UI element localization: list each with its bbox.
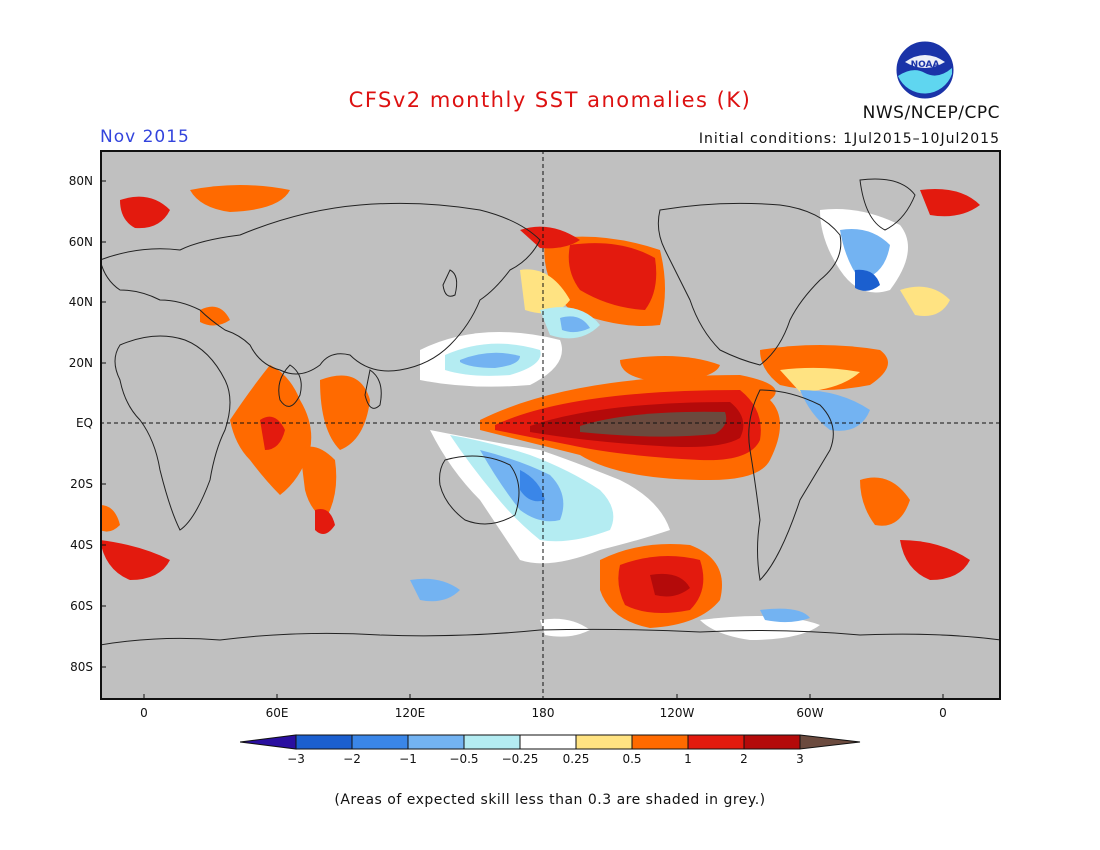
lat-label-20s: 20S [70,477,93,491]
skill-note: (Areas of expected skill less than 0.3 a… [334,792,766,808]
colorbar-label: 2 [740,752,748,766]
lat-label-60n: 60N [68,235,93,249]
lat-label-eq: EQ [75,416,93,430]
lon-label-180: 180 [531,706,555,720]
sst-anomaly-map [100,150,1001,700]
pacific-warm-anomaly [480,356,780,480]
colorbar-segment [687,734,745,750]
lon-label-120w: 120W [659,706,695,720]
lat-label-60s: 60S [70,599,93,613]
lat-label-80n: 80N [68,174,93,188]
map-title: CFSv2 monthly SST anomalies (K) [348,88,752,112]
colorbar-segment [295,734,353,750]
indian-ocean-warm-anomaly [230,365,370,534]
colorbar-label: −1 [399,752,417,766]
colorbar [240,734,861,750]
south-pacific-cool-anomaly [410,430,670,602]
south-atlantic-warm-anomaly [100,477,970,580]
colorbar-segment [631,734,689,750]
lat-label-40n: 40N [68,295,93,309]
colorbar-segment [743,734,801,750]
continent-outlines [100,178,1001,646]
organization-label: NWS/NCEP/CPC [862,103,1000,123]
lon-label-60w: 60W [796,706,824,720]
colorbar-segment [575,734,633,750]
colorbar-segment [351,734,409,750]
forecast-month: Nov 2015 [100,127,190,147]
colorbar-label: 0.25 [562,752,590,766]
north-pacific-warm-anomaly [520,236,665,326]
svg-text:NOAA: NOAA [911,60,940,70]
colorbar-label: −2 [343,752,361,766]
colorbar-label: 3 [796,752,804,766]
colorbar-segment [407,734,465,750]
lon-label-0: 0 [140,706,148,720]
colorbar-segment [519,734,577,750]
lat-label-40s: 40S [70,538,93,552]
lon-label-60e: 60E [265,706,289,720]
map-frame [100,150,1001,700]
colorbar-segment [463,734,521,750]
southern-ocean-neutral [540,608,820,640]
lat-label-20n: 20N [68,356,93,370]
colorbar-arrow-low [240,734,297,750]
colorbar-label: 0.5 [622,752,642,766]
colorbar-label: 1 [684,752,692,766]
colorbar-label: −0.25 [501,752,539,766]
colorbar-label: −0.5 [449,752,479,766]
colorbar-label: −3 [287,752,305,766]
lat-label-80s: 80S [70,660,93,674]
south-pacific-warm-anomaly [600,544,722,628]
initial-conditions: Initial conditions: 1Jul2015–10Jul2015 [698,131,1000,147]
colorbar-arrow-high [799,734,861,750]
lon-label-0-east: 0 [939,706,947,720]
lon-label-120e: 120E [394,706,426,720]
noaa-logo: NOAA [895,40,955,100]
north-pacific-cool-anomaly [420,307,600,387]
arctic-warm-anomaly [120,185,980,326]
